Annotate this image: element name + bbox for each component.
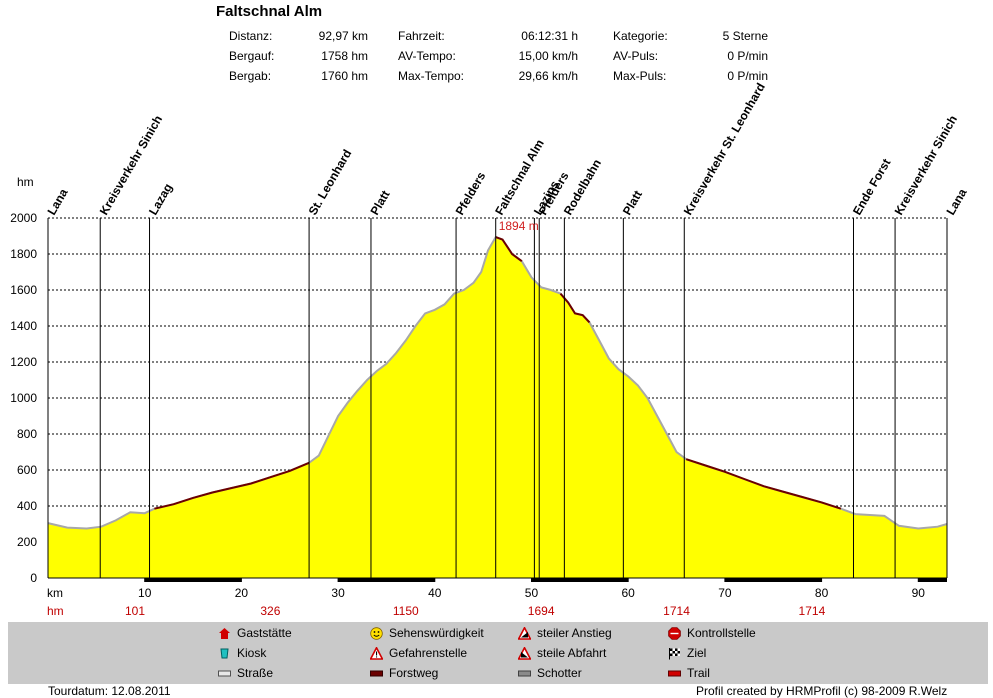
legend-item-steile-abfahrt: steile Abfahrt bbox=[517, 645, 606, 660]
y-tick-label: 200 bbox=[17, 535, 37, 549]
waypoint-label: Lana bbox=[44, 186, 70, 218]
profile-outline-forstweg bbox=[685, 458, 842, 510]
y-tick-label: 1400 bbox=[10, 319, 37, 333]
legend-item-forstweg: Forstweg bbox=[370, 666, 438, 680]
hm-row-value: 326 bbox=[260, 604, 280, 618]
stat-label-max-tempo: Max-Tempo: bbox=[398, 69, 465, 83]
stat-label-av-puls: AV-Puls: bbox=[613, 49, 659, 63]
tour-date: Tourdatum: 12.08.2011 bbox=[48, 684, 171, 698]
x-tick-label: 40 bbox=[428, 586, 442, 600]
km-scale-segment bbox=[144, 578, 242, 582]
stat-label-bergauf: Bergauf: bbox=[229, 49, 275, 63]
stat-value-fahrzeit: 06:12:31 h bbox=[521, 29, 578, 43]
x-tick-label: 10 bbox=[138, 586, 152, 600]
x-tick-label: 20 bbox=[235, 586, 249, 600]
gravel-icon bbox=[518, 667, 531, 680]
x-axis-label: km bbox=[47, 586, 63, 600]
stat-value-bergab: 1760 hm bbox=[321, 69, 368, 83]
waypoint-label: Lazag bbox=[146, 181, 175, 217]
y-tick-label: 400 bbox=[17, 499, 37, 513]
legend-item-ziel: Ziel bbox=[668, 646, 706, 660]
stat-value-bergauf: 1758 hm bbox=[321, 49, 368, 63]
y-tick-label: 1200 bbox=[10, 355, 37, 369]
x-tick-label: 80 bbox=[815, 586, 829, 600]
stat-value-max-tempo: 29,66 km/h bbox=[518, 69, 578, 83]
legend-item-sehenswuerdigkeit: Sehenswürdigkeit bbox=[370, 626, 484, 640]
road-icon bbox=[218, 667, 231, 680]
trail-icon bbox=[668, 667, 681, 680]
hm-row-label: hm bbox=[47, 604, 64, 618]
hm-row-value: 101 bbox=[125, 604, 145, 618]
km-scale-segment bbox=[918, 578, 947, 582]
smiley-icon bbox=[370, 626, 383, 640]
legend-item-steiler-anstieg: steiler Anstieg bbox=[517, 625, 612, 640]
legend-item-gaststaette: Gaststätte bbox=[218, 626, 292, 640]
legend-item-trail: Trail bbox=[668, 666, 710, 680]
y-tick-label: 600 bbox=[17, 463, 37, 477]
stat-label-av-tempo: AV-Tempo: bbox=[398, 49, 456, 63]
legend-item-kiosk: Kiosk bbox=[218, 646, 266, 660]
waypoint-label: Ende Forst bbox=[850, 156, 893, 217]
x-tick-label: 90 bbox=[912, 586, 926, 600]
stat-label-distanz: Distanz: bbox=[229, 29, 273, 43]
stat-value-max-puls: 0 P/min bbox=[727, 69, 768, 83]
x-tick-label: 60 bbox=[622, 586, 636, 600]
waypoint-label: Rodelbahn bbox=[561, 157, 604, 218]
max-elevation-label: 1894 m bbox=[499, 219, 539, 233]
stat-label-kategorie: Kategorie: bbox=[613, 29, 668, 43]
km-scale-segment bbox=[338, 578, 435, 582]
y-tick-label: 1000 bbox=[10, 391, 37, 405]
hm-row-value: 1714 bbox=[663, 604, 690, 618]
y-tick-label: 2000 bbox=[10, 211, 37, 225]
hm-row-value: 1150 bbox=[393, 604, 419, 618]
waypoint-label: Platt bbox=[620, 188, 645, 218]
waypoint-label: Kreisverkehr St. Leonhard bbox=[681, 81, 768, 218]
x-tick-label: 70 bbox=[718, 586, 732, 600]
warning-icon bbox=[369, 645, 384, 660]
legend-item-kontrollstelle: Kontrollstelle bbox=[668, 626, 756, 640]
kiosk-icon bbox=[218, 647, 231, 660]
km-scale-segment bbox=[531, 578, 629, 582]
y-tick-label: 1600 bbox=[10, 283, 37, 297]
stop-icon bbox=[668, 626, 681, 640]
profile-area bbox=[48, 237, 947, 578]
stat-label-bergab: Bergab: bbox=[229, 69, 272, 83]
waypoint-label: Lana bbox=[943, 186, 969, 218]
stat-value-distanz: 92,97 km bbox=[318, 29, 368, 43]
waypoint-label: St. Leonhard bbox=[306, 147, 355, 218]
km-scale-segment bbox=[724, 578, 822, 582]
x-tick-label: 50 bbox=[525, 586, 539, 600]
legend: Gaststätte Kiosk Straße Sehenswürdigkeit… bbox=[8, 622, 988, 684]
legend-item-gefahrenstelle: Gefahrenstelle bbox=[369, 645, 467, 660]
house-icon bbox=[218, 627, 231, 640]
hm-row-value: 1694 bbox=[528, 604, 555, 618]
profile-outline-forstweg bbox=[154, 461, 310, 510]
elevation-profile-chart: 0 200 400 600 800 1000 1200 1400 1600 1800 2000 hm L… bbox=[10, 81, 969, 618]
stat-label-max-puls: Max-Puls: bbox=[613, 69, 667, 83]
finish-flag-icon bbox=[668, 647, 681, 660]
stat-value-kategorie: 5 Sterne bbox=[722, 29, 768, 43]
waypoint-label: Pfelders bbox=[453, 169, 489, 217]
stat-label-fahrzeit: Fahrzeit: bbox=[398, 29, 445, 43]
legend-item-strasse: Straße bbox=[218, 666, 273, 680]
y-tick-label: 0 bbox=[30, 571, 37, 585]
waypoint-label: Platt bbox=[367, 188, 392, 218]
stat-value-av-puls: 0 P/min bbox=[727, 49, 768, 63]
legend-item-schotter: Schotter bbox=[518, 666, 582, 680]
steep-down-icon bbox=[517, 645, 532, 660]
y-axis-label: hm bbox=[17, 175, 34, 189]
stat-value-av-tempo: 15,00 km/h bbox=[518, 49, 578, 63]
y-tick-label: 1800 bbox=[10, 247, 37, 261]
hm-row-value: 1714 bbox=[799, 604, 826, 618]
y-tick-label: 800 bbox=[17, 427, 37, 441]
x-tick-label: 30 bbox=[331, 586, 345, 600]
steep-up-icon bbox=[517, 625, 532, 640]
profile-outline-forstweg bbox=[559, 292, 591, 324]
profile-outline-forstweg bbox=[495, 236, 523, 263]
page-title: Faltschnal Alm bbox=[216, 3, 323, 20]
credit-text: Profil created by HRMProfil (c) 98-2009 … bbox=[696, 684, 948, 698]
forstweg-icon bbox=[370, 667, 383, 680]
